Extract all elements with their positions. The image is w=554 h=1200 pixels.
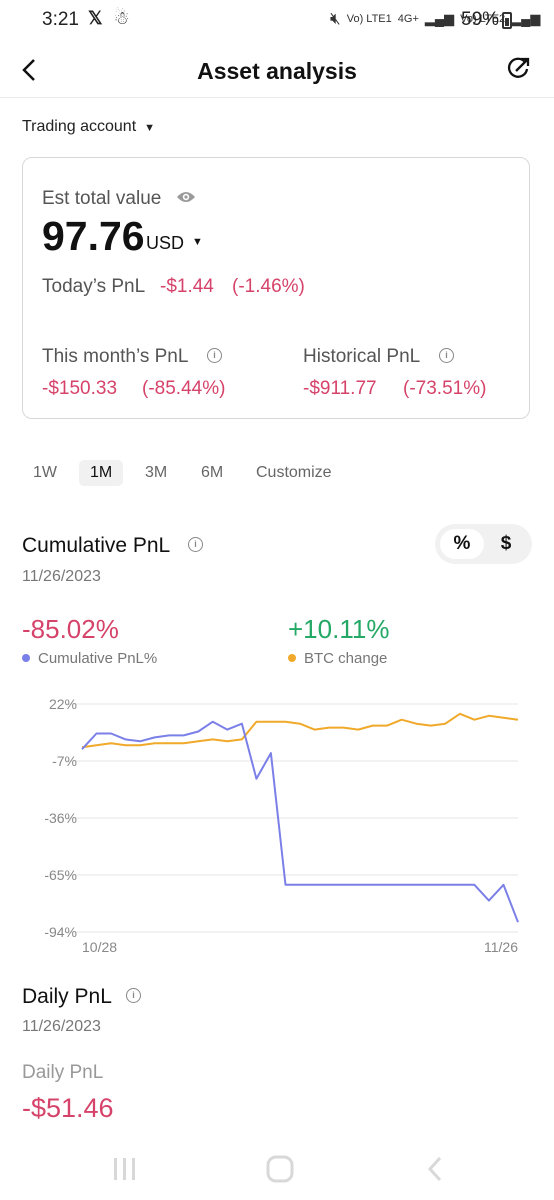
today-pnl-percent: (-1.46%) [232, 276, 305, 297]
daily-date: 11/26/2023 [22, 1018, 101, 1035]
share-button[interactable] [506, 56, 532, 82]
tab-customize[interactable]: Customize [256, 464, 332, 481]
currency-selector[interactable]: USD [146, 233, 185, 253]
back-button[interactable] [22, 56, 36, 90]
legend-pnl-label: Cumulative PnL% [38, 650, 158, 667]
cumulative-date: 11/26/2023 [22, 568, 101, 585]
legend-btc: BTC change [288, 650, 387, 667]
status-bar: 3:21 𝕏 ☃ 🔇︎ Vo) LTE1 4G+ ▂▄▆ Vo) LTE2 ▂▄… [0, 0, 554, 40]
battery-icon [502, 12, 512, 29]
account-label: Trading account [22, 118, 137, 135]
notification-icons: 𝕏 ☃ [88, 8, 130, 29]
info-icon[interactable]: i [188, 537, 203, 552]
historical-pnl-value: -$911.77 [303, 378, 377, 399]
info-icon[interactable]: i [439, 348, 454, 363]
est-total-label: Est total value [42, 188, 162, 209]
tab-3m[interactable]: 3M [145, 464, 168, 481]
historical-pnl-percent: (-73.51%) [403, 378, 487, 399]
btc-change-value: +10.11% [288, 614, 390, 644]
info-icon[interactable]: i [126, 988, 141, 1003]
y-tick-label: -7% [52, 753, 77, 769]
legend-pnl: Cumulative PnL% [22, 650, 157, 667]
cumulative-pnl-value: -85.02% [22, 614, 119, 644]
header-divider [0, 97, 554, 98]
toggle-percent[interactable]: % [440, 529, 484, 559]
month-pnl-percent: (-85.44%) [142, 378, 226, 399]
x-tick-label: 10/28 [82, 939, 117, 955]
y-tick-label: -94% [44, 924, 77, 940]
legend-dot [22, 654, 30, 662]
tab-1w[interactable]: 1W [33, 464, 57, 481]
tab-6m[interactable]: 6M [201, 464, 224, 481]
y-tick-label: 22% [49, 696, 77, 712]
share-icon [507, 57, 530, 78]
account-selector[interactable]: Trading account ▼ [22, 118, 155, 136]
signal-text-1: Vo) LTE1 [346, 13, 392, 25]
signal-bars-icon: ▂▄▆ [424, 11, 455, 26]
x-tick-label: 11/26 [484, 939, 518, 955]
page-title: Asset analysis [197, 58, 357, 84]
system-nav-bar [114, 1155, 442, 1183]
today-pnl-value: -$1.44 [160, 276, 214, 297]
daily-pnl-value: -$51.46 [22, 1093, 114, 1123]
caret-down-icon[interactable]: ▼ [192, 236, 203, 248]
signal-text-2: 4G+ [397, 13, 419, 25]
toggle-dollar[interactable]: $ [500, 533, 512, 554]
month-pnl-label: This month’s PnL [42, 346, 189, 367]
est-total-value: 97.76 [42, 213, 145, 259]
cumulative-pnl-title: Cumulative PnL [22, 534, 171, 557]
eye-icon[interactable] [176, 190, 196, 204]
app-icon: ☃ [113, 8, 130, 28]
y-tick-label: -36% [44, 810, 77, 826]
legend-btc-label: BTC change [304, 650, 388, 667]
caret-down-icon: ▼ [144, 122, 156, 134]
status-time: 3:21 [42, 9, 79, 30]
daily-pnl-title: Daily PnL [22, 985, 112, 1008]
series-line [81, 712, 519, 749]
x-icon: 𝕏 [88, 8, 103, 28]
tab-1m[interactable]: 1M [79, 460, 124, 486]
battery-percent: 59% [461, 9, 500, 30]
month-pnl-value: -$150.33 [42, 378, 118, 399]
chevron-left-icon [22, 59, 35, 81]
summary-card [22, 157, 530, 419]
back-nav-button[interactable] [427, 1156, 442, 1182]
mute-icon: 🔇︎ [330, 9, 341, 28]
legend-dot [288, 654, 296, 662]
info-icon[interactable]: i [207, 348, 222, 363]
recents-button[interactable] [114, 1158, 135, 1180]
home-button[interactable] [266, 1155, 294, 1183]
y-tick-label: -65% [44, 867, 77, 883]
historical-pnl-label: Historical PnL [303, 346, 421, 367]
signal-icons: 🔇︎ Vo) LTE1 4G+ ▂▄▆ Vo) LTE2 ▂▄▆ [330, 9, 540, 29]
series-line [81, 720, 519, 923]
signal-text-3: Vo) LTE2 [460, 13, 506, 25]
signal-bars-icon-2: ▂▄▆ [511, 11, 541, 26]
daily-pnl-label: Daily PnL [22, 1062, 104, 1083]
today-pnl-label: Today’s PnL [42, 276, 146, 297]
cumulative-chart[interactable]: 22% -7% -36% -65% -94% 10/28 11/26 [0, 690, 554, 960]
